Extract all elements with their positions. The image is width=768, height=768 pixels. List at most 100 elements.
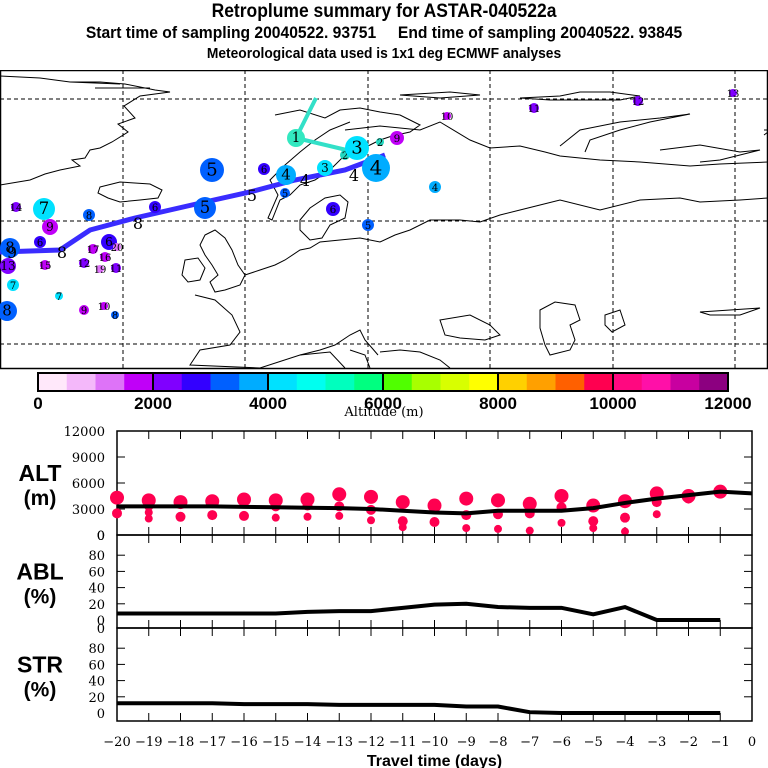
colorbar-cell	[268, 373, 298, 391]
trajectory-marker: 2	[376, 138, 384, 149]
marker-dot	[55, 292, 63, 300]
marker-dot	[79, 305, 89, 315]
y-tick-label: 3000	[72, 503, 105, 518]
x-tick-label: −5	[584, 735, 603, 750]
marker-label: 8	[2, 302, 12, 320]
x-tick-label: −4	[615, 735, 634, 750]
cluster-point	[652, 510, 661, 519]
trajectory-marker: 5	[362, 219, 374, 232]
x-tick-label: −11	[389, 735, 416, 750]
marker-dot	[149, 201, 161, 213]
panel-ylabel: STR	[17, 652, 63, 678]
marker-label: 11	[528, 104, 541, 115]
colorbar-cell	[526, 373, 556, 391]
y-tick-label: 20	[88, 691, 105, 706]
trajectory-marker: 16	[99, 252, 111, 264]
marker-label: 6	[330, 204, 337, 216]
met-data-note: Meteorological data used is 1x1 deg ECMW…	[206, 45, 562, 62]
x-tick-label: −3	[647, 735, 666, 750]
y-tick-label: 0	[97, 622, 105, 637]
marker-label: 3	[321, 161, 329, 175]
trajectory-marker: 8	[0, 238, 20, 258]
trajectory-marker: 6	[34, 236, 46, 249]
marker-label: 9	[81, 306, 87, 317]
marker-dot	[362, 219, 374, 231]
colorbar-cell	[440, 373, 470, 391]
marker-dot	[96, 265, 104, 273]
trajectory-time-label: 5	[247, 186, 257, 205]
x-tick-label: −9	[457, 735, 476, 750]
coastline-caspian	[539, 301, 581, 356]
cluster-point	[621, 527, 629, 536]
colorbar-cell	[411, 373, 441, 391]
trajectory-marker: 4	[362, 154, 390, 182]
colorbar-cell	[469, 373, 499, 391]
marker-label: 8	[112, 311, 118, 322]
cluster-point	[395, 495, 410, 510]
trajectory-marker: 1	[287, 129, 305, 147]
trajectory-marker: 10	[441, 112, 453, 123]
y-tick-label: 0	[97, 707, 105, 722]
marker-dot	[276, 165, 296, 185]
trajectory-marker: 8	[83, 209, 95, 222]
x-tick-label: −17	[199, 735, 226, 750]
trajectory-marker: 11	[528, 103, 541, 115]
marker-label: 11	[110, 264, 123, 275]
coastline-iceland	[97, 181, 163, 203]
plot-title: Retroplume summary for ASTAR-040522a	[211, 1, 557, 22]
x-tick-label: −6	[552, 735, 571, 750]
marker-label: 4	[370, 155, 383, 179]
marker-label: 2	[377, 138, 383, 149]
y-tick-label: 0	[97, 529, 105, 544]
trajectory-marker: 13	[0, 258, 16, 274]
trajectory-marker: 8	[0, 301, 17, 321]
panel-frame	[116, 627, 753, 722]
cluster-point	[427, 498, 442, 513]
trajectory-marker: 19	[94, 265, 106, 276]
abl-line	[117, 601, 721, 622]
y-tick-label: 60	[88, 658, 105, 673]
marker-dot	[362, 154, 390, 182]
cluster-point	[491, 493, 505, 508]
x-tick-label: −7	[520, 735, 539, 750]
coastline-uk	[199, 229, 246, 293]
marker-dot	[33, 198, 55, 220]
marker-label: 15	[39, 261, 52, 272]
marker-label: 20	[111, 243, 124, 254]
y-tick-label: 40	[88, 675, 105, 690]
marker-label: 7	[56, 292, 62, 303]
marker-label: 6	[261, 165, 267, 176]
marker-label: 8	[5, 239, 15, 257]
colorbar-cell	[383, 373, 413, 391]
x-tick-label: −13	[326, 735, 353, 750]
trajectory-marker: 3	[317, 160, 333, 176]
trajectory-marker: 5	[194, 197, 216, 219]
marker-label: 7	[39, 199, 50, 218]
marker-dot	[0, 301, 17, 321]
cluster-point	[364, 489, 378, 504]
marker-dot	[0, 238, 20, 258]
marker-dot	[317, 160, 333, 176]
marker-dot	[258, 163, 270, 175]
x-axis-label: Travel time (days)	[367, 753, 502, 768]
colorbar-cell	[124, 373, 154, 391]
marker-dot	[633, 96, 643, 106]
trajectory-marker: 7	[55, 292, 63, 303]
marker-label: 13	[727, 89, 740, 100]
marker-label: 6	[37, 238, 43, 249]
marker-dot	[345, 136, 369, 160]
cluster-point	[175, 511, 186, 522]
cluster-point	[239, 510, 249, 521]
marker-label: 5	[365, 221, 371, 232]
colorbar-tick-label: 0	[33, 394, 42, 413]
cluster-point	[589, 524, 598, 533]
marker-dot	[429, 181, 441, 193]
marker-dot	[376, 138, 384, 146]
cluster-point	[429, 517, 440, 527]
marker-label: 12	[78, 259, 91, 270]
x-tick-label: −16	[230, 735, 257, 750]
trajectory-time-label: 8	[57, 243, 67, 262]
cluster-point	[110, 490, 124, 505]
